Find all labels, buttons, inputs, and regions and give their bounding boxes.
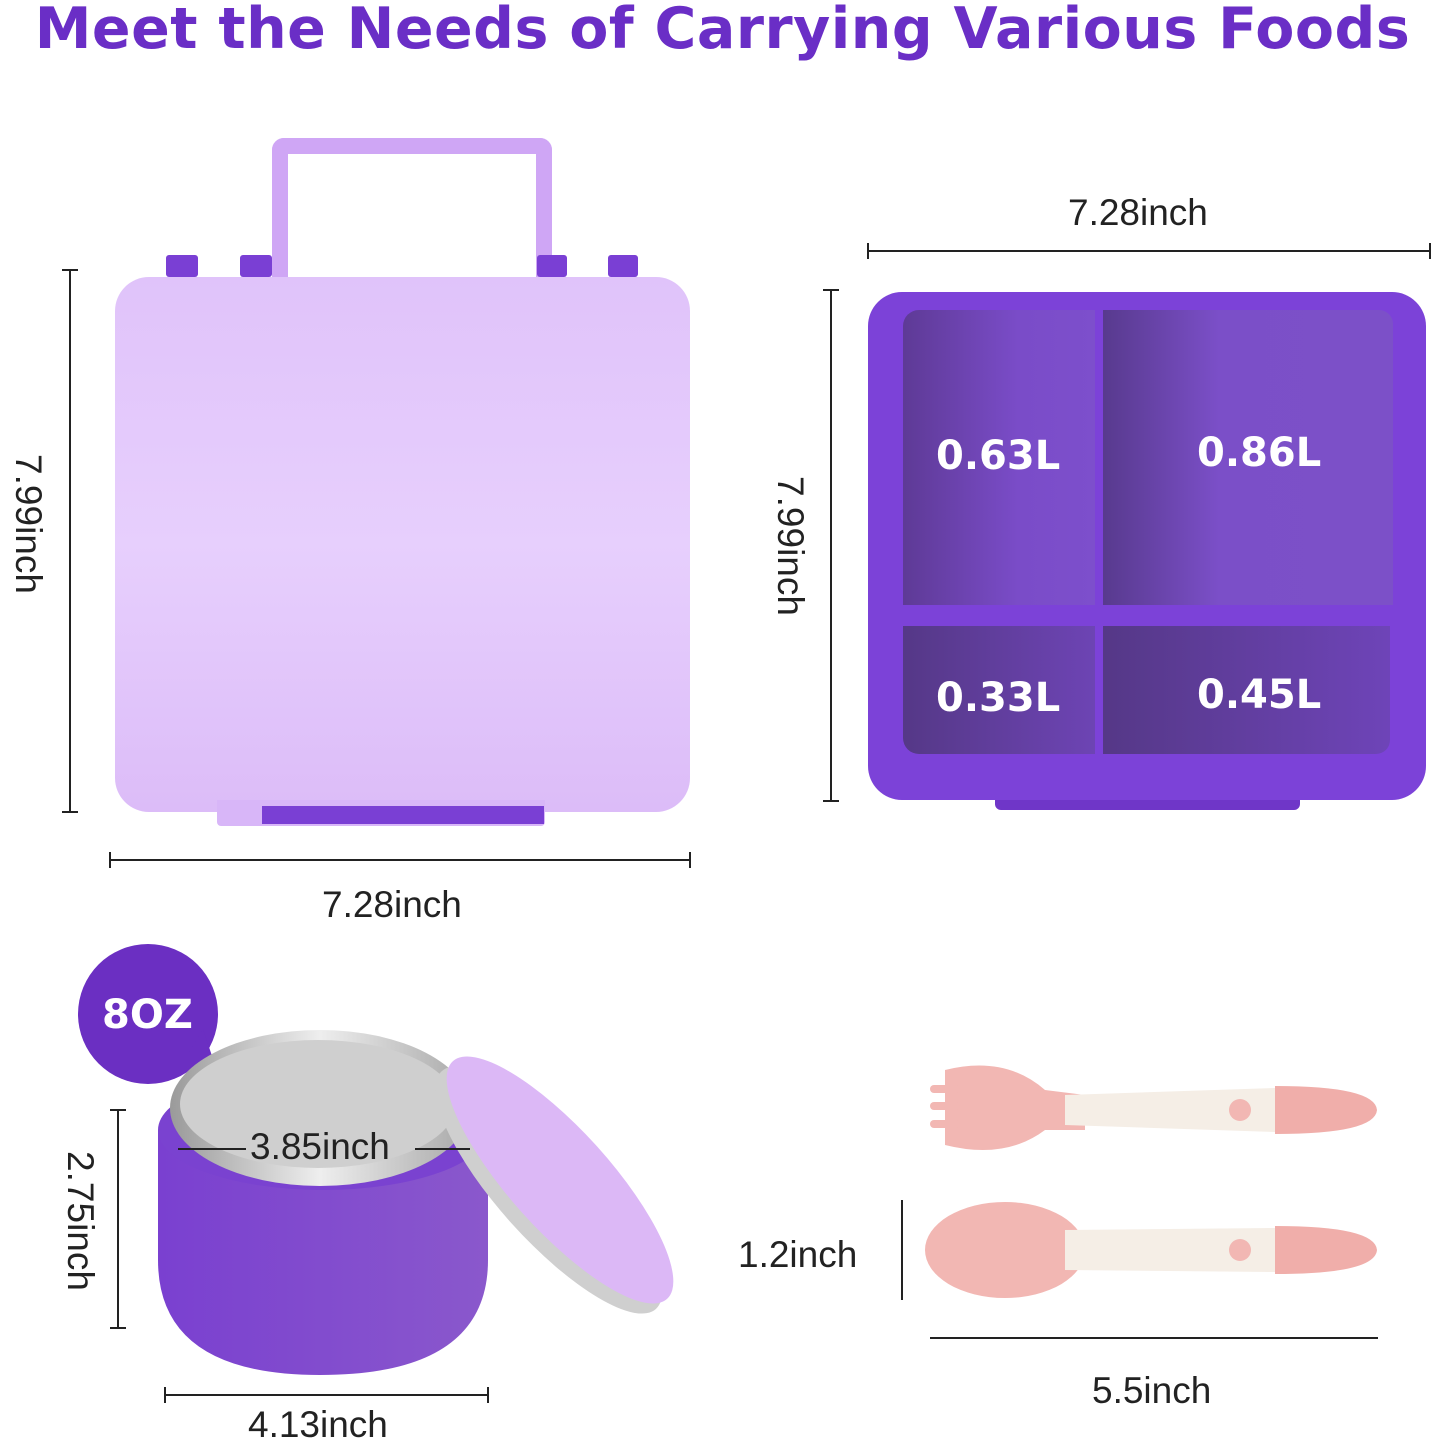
dimension-cap [109, 852, 111, 868]
compartment-3 [1103, 626, 1390, 754]
inner-diameter-line [415, 1148, 470, 1150]
page-title: Meet the Needs of Carrying Various Foods [34, 0, 1411, 62]
open-tray: 7.28inch 7.99inch 0.63L 0.86L 0.33L 0.45… [769, 192, 1431, 810]
compartment-1 [1103, 310, 1393, 605]
dimension-cap [110, 1109, 126, 1111]
food-jar: 8OZ 3.85inch 2.75inch 4.13inch [0, 930, 720, 1445]
utensil-head-width-label: 1.2inch [738, 1234, 858, 1275]
compartment-volume: 0.33L [936, 675, 1061, 721]
hinge-tab [240, 255, 272, 277]
dimension-cap [1429, 243, 1431, 259]
utensil-head-line [901, 1200, 903, 1300]
jar-height-line [117, 1110, 119, 1328]
compartment-0 [903, 310, 1095, 605]
compartment-volume: 0.86L [1197, 430, 1322, 476]
dimension-cap [164, 1387, 166, 1403]
dimension-cap [62, 811, 78, 813]
tray-height-line [830, 290, 832, 800]
hinge-tab [537, 255, 567, 277]
height-dimension-line [69, 270, 71, 812]
utensils: 1.2inch 5.5inch [720, 1040, 1445, 1440]
lid [115, 277, 690, 812]
dimension-cap [867, 243, 869, 259]
capacity-badge: 8OZ [102, 992, 193, 1038]
jar-illustration [158, 1030, 674, 1375]
tray-height-label: 7.99inch [769, 476, 811, 616]
utensil-length-line [930, 1337, 1378, 1339]
inner-diameter-label: 3.85inch [250, 1126, 390, 1167]
dimension-cap [823, 800, 839, 802]
tray-width-label: 7.28inch [1068, 192, 1208, 233]
compartment-volume: 0.63L [936, 433, 1061, 479]
utensil-length-label: 5.5inch [1092, 1370, 1212, 1411]
jar-width-line [165, 1394, 488, 1396]
dimension-cap [823, 289, 839, 291]
utensil-illustration [925, 1065, 1377, 1298]
hinge-tab [608, 255, 638, 277]
compartment-volume: 0.45L [1197, 672, 1322, 718]
dimension-cap [62, 269, 78, 271]
compartment-2 [903, 626, 1095, 754]
box-width-label: 7.28inch [322, 884, 462, 925]
width-dimension-line [110, 859, 690, 861]
hinge-tab [166, 255, 198, 277]
closed-lunchbox: 7.99inch 7.28inch [0, 0, 720, 930]
inner-diameter-line [178, 1148, 246, 1150]
jar-height-label: 2.75inch [59, 1151, 101, 1291]
dimension-cap [689, 852, 691, 868]
dimension-cap [487, 1387, 489, 1403]
clasp-bar [262, 806, 544, 824]
dimension-cap [110, 1327, 126, 1329]
jar-width-label: 4.13inch [248, 1404, 388, 1445]
tray-width-line [868, 250, 1430, 252]
